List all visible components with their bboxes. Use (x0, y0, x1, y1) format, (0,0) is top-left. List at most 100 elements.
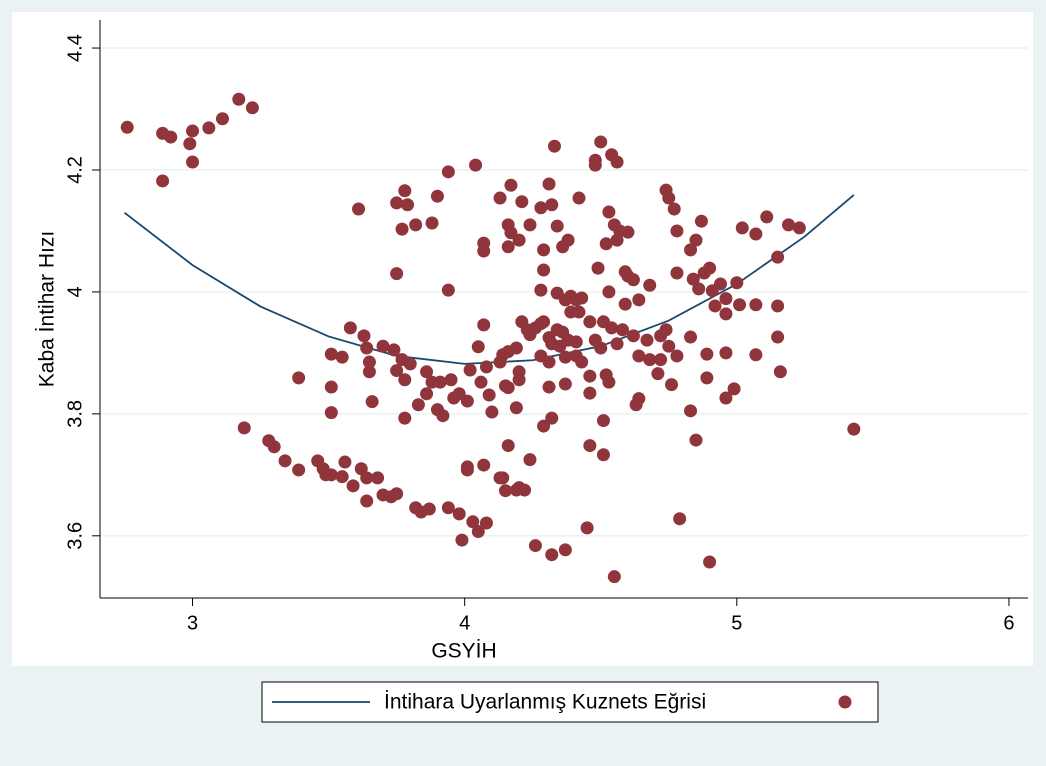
scatter-point (771, 299, 785, 313)
y-tick-label: 3.8 (64, 400, 86, 428)
scatter-point (343, 321, 357, 335)
scatter-point (596, 414, 610, 428)
scatter-point (501, 240, 515, 254)
scatter-point (730, 276, 744, 290)
scatter-point (471, 525, 485, 539)
scatter-point (621, 225, 635, 239)
scatter-point (542, 355, 556, 369)
scatter-point (523, 453, 537, 467)
scatter-point (482, 388, 496, 402)
scatter-point (692, 282, 706, 296)
scatter-point (719, 346, 733, 360)
scatter-point (338, 455, 352, 469)
scatter-point (610, 337, 624, 351)
scatter-point (441, 501, 455, 515)
scatter-point (580, 521, 594, 535)
scatter-point (215, 112, 229, 126)
scatter-point (523, 218, 537, 232)
scatter-point (667, 202, 681, 216)
scatter-point (460, 460, 474, 474)
scatter-point (735, 221, 749, 235)
scatter-point (477, 458, 491, 472)
scatter-point (352, 202, 366, 216)
legend-label: İntihara Uyarlanmış Kuznets Eğrisi (384, 691, 706, 714)
scatter-point (618, 297, 632, 311)
scatter-point (441, 165, 455, 179)
legend: İntihara Uyarlanmış Kuznets Eğrisi (261, 681, 879, 723)
scatter-point (324, 380, 338, 394)
scatter-point (398, 373, 412, 387)
scatter-point (390, 364, 404, 378)
scatter-point (591, 261, 605, 275)
scatter-point (771, 250, 785, 264)
y-tick-label: 4.2 (64, 156, 86, 184)
scatter-point (479, 360, 493, 374)
scatter-point (583, 386, 597, 400)
scatter-point (390, 267, 404, 281)
scatter-point (719, 292, 733, 306)
scatter-point (245, 101, 259, 115)
scatter-point (501, 439, 515, 453)
scatter-point (518, 483, 532, 497)
scatter-point (599, 237, 613, 251)
scatter-point (550, 219, 564, 233)
x-tick-label: 3 (187, 612, 198, 634)
scatter-point (537, 243, 551, 257)
scatter-point (534, 201, 548, 215)
scatter-point (537, 315, 551, 329)
scatter-point (537, 419, 551, 433)
scatter-point (700, 347, 714, 361)
scatter-point (629, 398, 643, 412)
scatter-point (545, 411, 559, 425)
scatter-point (498, 484, 512, 498)
scatter-point (684, 330, 698, 344)
scatter-point (605, 321, 619, 335)
scatter-point (164, 130, 178, 144)
scatter-point (607, 570, 621, 584)
scatter-point (654, 353, 668, 367)
scatter-point (713, 277, 727, 291)
scatter-point (387, 343, 401, 357)
scatter-point (703, 555, 717, 569)
scatter-point (477, 318, 491, 332)
scatter-point (390, 487, 404, 501)
scatter-point (545, 548, 559, 562)
scatter-point (547, 139, 561, 153)
scatter-point (632, 349, 646, 363)
scatter-point (534, 283, 548, 297)
scatter-point (659, 323, 673, 337)
scatter-point (512, 233, 526, 247)
scatter-point (335, 470, 349, 484)
scatter-point (360, 494, 374, 508)
scatter-point (572, 191, 586, 205)
scatter-point (558, 377, 572, 391)
y-axis-title: Kaba İntihar Hızı (36, 231, 59, 387)
scatter-point (542, 177, 556, 191)
scatter-point (441, 283, 455, 297)
x-tick-label: 5 (731, 612, 742, 634)
scatter-point (324, 347, 338, 361)
scatter-point (401, 198, 415, 212)
scatter-point (237, 421, 251, 435)
scatter-point (694, 214, 708, 228)
scatter-point (292, 463, 306, 477)
scatter-point (433, 375, 447, 389)
scatter-point (120, 120, 134, 134)
plot-background (12, 12, 1033, 666)
legend-dot (838, 695, 852, 709)
scatter-point (357, 329, 371, 343)
scatter-point (703, 261, 717, 275)
scatter-point (477, 244, 491, 258)
scatter-point (616, 323, 630, 337)
scatter-point (792, 221, 806, 235)
scatter-point (183, 137, 197, 151)
scatter-point (602, 285, 616, 299)
scatter-point (670, 349, 684, 363)
scatter-point (561, 233, 575, 247)
scatter-point (594, 135, 608, 149)
scatter-point (395, 222, 409, 236)
scatter-point (771, 330, 785, 344)
scatter-point (545, 198, 559, 212)
scatter-point (436, 409, 450, 423)
scatter-point (425, 216, 439, 230)
